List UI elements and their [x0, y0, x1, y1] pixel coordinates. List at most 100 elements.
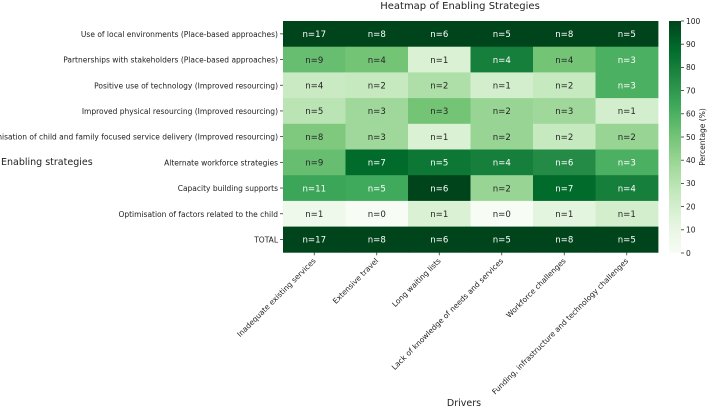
column-tick-labels: Inadequate existing services Extensive tr… — [235, 252, 630, 396]
cell-label: n=7 — [368, 159, 386, 169]
heatmap-cell — [408, 149, 471, 176]
cell-label: n=2 — [493, 133, 511, 143]
cell-label: n=4 — [618, 184, 636, 194]
heatmap-cell — [283, 98, 346, 125]
heatmap-cell — [345, 98, 409, 125]
heatmap-cell — [345, 175, 409, 202]
cell-label: n=6 — [430, 236, 448, 246]
row-label: Alternate workforce strategies — [164, 158, 278, 167]
heatmap-cell — [408, 98, 471, 125]
heatmap-cell — [595, 21, 659, 48]
cell-label: n=8 — [368, 30, 386, 40]
heatmap-cell — [283, 175, 346, 202]
cell-label: n=5 — [493, 30, 511, 40]
heatmap-cell — [408, 175, 471, 202]
row-label: Positive use of technology (Improved res… — [94, 81, 278, 90]
cell-label: n=7 — [555, 184, 573, 194]
heatmap-cell — [408, 46, 471, 73]
heatmap-cell — [595, 149, 659, 176]
heatmap-cell — [533, 123, 596, 150]
heatmap-cell — [345, 72, 409, 99]
colorbar-tick-label: 80 — [686, 63, 696, 72]
heatmap-cell — [283, 149, 346, 176]
cell-label: n=8 — [305, 133, 323, 143]
heatmap-cell — [533, 175, 596, 202]
cell-label: n=4 — [555, 56, 573, 66]
colorbar-gradient — [669, 21, 681, 253]
heatmap-cell — [470, 72, 534, 99]
cell-label: n=5 — [305, 107, 323, 117]
colorbar-tick-label: 100 — [686, 17, 701, 26]
cell-label: n=1 — [555, 210, 573, 220]
heatmap-cell — [283, 226, 346, 253]
colorbar: 0 10 20 30 40 50 60 70 80 90 100 Percentage (%) — [669, 17, 707, 258]
column-label: Funding, infrastructure and technology c… — [490, 256, 630, 396]
heatmap-cell — [533, 226, 596, 253]
heatmap-cell — [283, 200, 346, 227]
heatmap-cell — [283, 21, 346, 48]
cell-label: n=3 — [430, 107, 448, 117]
row-label: TOTAL — [253, 235, 279, 244]
cell-label: n=2 — [555, 133, 573, 143]
row-label: Optimisation of factors related to the c… — [118, 210, 278, 219]
heatmap-cell — [470, 21, 534, 48]
heatmap-cell — [595, 98, 659, 125]
cell-label: n=3 — [368, 107, 386, 117]
chart-title: Heatmap of Enabling Strategies — [380, 1, 540, 12]
column-label: Long waiting lists — [390, 256, 443, 309]
cell-label: n=2 — [493, 184, 511, 194]
heatmap-cell — [408, 200, 471, 227]
cell-label: n=0 — [493, 210, 511, 220]
cell-label: n=0 — [368, 210, 386, 220]
heatmap-cell — [533, 149, 596, 176]
cell-label: n=3 — [618, 81, 636, 91]
heatmap-cell — [345, 123, 409, 150]
row-label: Capacity building supports — [178, 184, 278, 193]
heatmap-cell — [408, 21, 471, 48]
cell-label: n=1 — [430, 56, 448, 66]
cell-label: n=3 — [618, 56, 636, 66]
row-label: Partnerships with stakeholders (Place-ba… — [63, 56, 278, 65]
heatmap-cell — [470, 149, 534, 176]
heatmap-cell — [408, 72, 471, 99]
cell-label: n=5 — [618, 30, 636, 40]
cell-label: n=8 — [555, 30, 573, 40]
heatmap-cell — [595, 123, 659, 150]
heatmap-cell — [470, 46, 534, 73]
heatmap-cell — [408, 226, 471, 253]
heatmap-cell — [345, 21, 409, 48]
heatmap-cell — [533, 46, 596, 73]
cell-label: n=1 — [618, 210, 636, 220]
colorbar-tick-label: 70 — [686, 86, 696, 95]
heatmap-cells — [283, 21, 659, 253]
colorbar-tick-label: 50 — [686, 133, 696, 142]
colorbar-tick-label: 20 — [686, 202, 696, 211]
heatmap-cell — [533, 200, 596, 227]
cell-label: n=6 — [430, 30, 448, 40]
cell-label: n=5 — [368, 184, 386, 194]
heatmap-cell — [470, 226, 534, 253]
column-label: Lack of knowledge of needs and services — [390, 256, 505, 371]
cell-label: n=3 — [368, 133, 386, 143]
cell-label: n=1 — [493, 81, 511, 91]
heatmap-cell — [470, 175, 534, 202]
cell-label: n=9 — [305, 56, 323, 66]
cell-label: n=5 — [493, 236, 511, 246]
cell-label: n=9 — [305, 159, 323, 169]
x-axis-label: Drivers — [447, 398, 481, 409]
cell-label: n=6 — [430, 184, 448, 194]
heatmap-cell — [345, 200, 409, 227]
heatmap-cell — [470, 98, 534, 125]
heatmap-cell — [283, 123, 346, 150]
column-label: Workforce challenges — [504, 256, 567, 319]
cell-label: n=1 — [430, 210, 448, 220]
row-label: Optimisation of child and family focused… — [0, 133, 278, 142]
cell-label: n=2 — [430, 81, 448, 91]
colorbar-tick-label: 90 — [686, 40, 696, 49]
heatmap-cell — [470, 200, 534, 227]
cell-label: n=5 — [430, 159, 448, 169]
cell-label: n=3 — [618, 159, 636, 169]
heatmap-cell — [345, 149, 409, 176]
heatmap-cell — [470, 123, 534, 150]
